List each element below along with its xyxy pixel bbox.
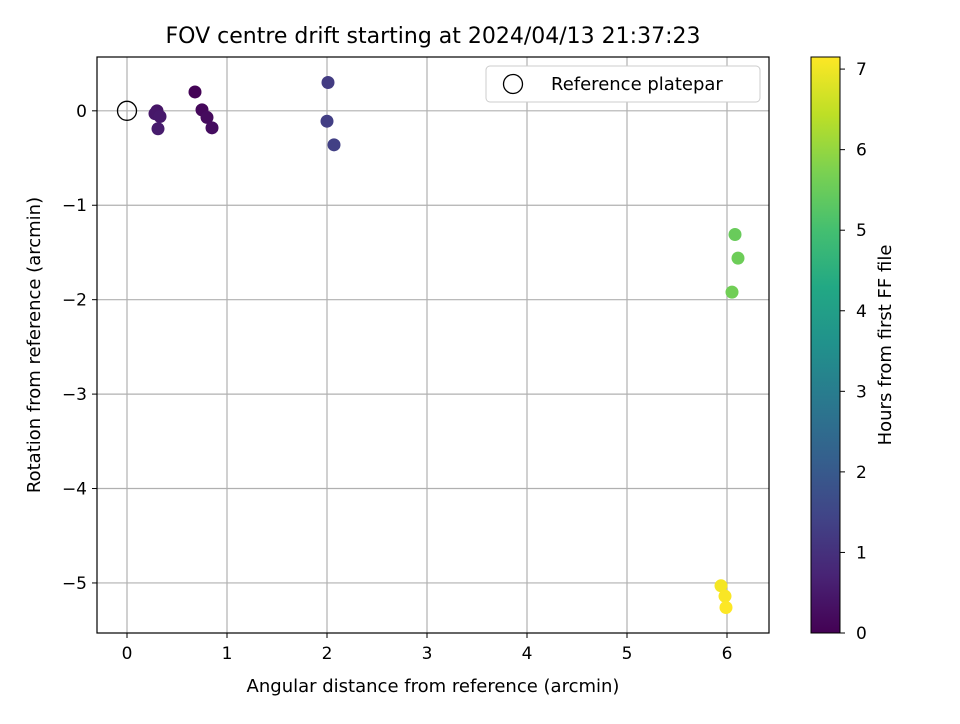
- grid-lines: [97, 57, 769, 633]
- colorbar-tick-label: 2: [856, 463, 867, 483]
- scatter-point: [188, 85, 202, 99]
- scatter-point: [327, 138, 341, 152]
- scatter-point: [714, 579, 728, 593]
- colorbar-label: Hours from first FF file: [875, 245, 896, 446]
- x-tick-label: 2: [322, 644, 333, 664]
- x-axis-ticks: 0 1 2 3 4 5 6: [122, 633, 733, 664]
- scatter-point: [200, 110, 214, 124]
- scatter-point: [728, 228, 742, 242]
- x-tick-label: 6: [722, 644, 733, 664]
- colorbar-tick-label: 0: [856, 624, 867, 644]
- y-tick-label: −5: [62, 574, 87, 594]
- colorbar-tick-label: 4: [856, 302, 867, 322]
- chart-title: FOV centre drift starting at 2024/04/13 …: [166, 24, 701, 49]
- legend-box: [485, 65, 761, 103]
- reference-platepar-marker: [116, 100, 138, 121]
- y-tick-label: −4: [62, 480, 87, 500]
- y-tick-label: 0: [76, 102, 87, 122]
- colorbar-tick-label: 7: [856, 60, 867, 80]
- scatter-point: [320, 114, 334, 128]
- y-tick-label: −2: [62, 291, 87, 311]
- x-tick-label: 0: [122, 644, 133, 664]
- scatter-point: [151, 122, 165, 136]
- legend: Reference platepar: [485, 65, 761, 103]
- legend-label: Reference platepar: [551, 74, 723, 95]
- plot-frame: [96, 56, 770, 634]
- scatter-point: [719, 601, 733, 615]
- x-tick-label: 4: [522, 644, 533, 664]
- scatter-point: [321, 75, 335, 89]
- colorbar-tick-label: 1: [856, 543, 867, 563]
- legend-reference-marker: [502, 73, 524, 95]
- colorbar-tick-label: 6: [856, 141, 867, 161]
- y-axis-label: Rotation from reference (arcmin): [24, 197, 45, 493]
- scatter-point: [731, 251, 745, 265]
- x-tick-label: 5: [622, 644, 633, 664]
- x-tick-label: 1: [222, 644, 233, 664]
- colorbar-tick-label: 5: [856, 221, 867, 241]
- y-tick-label: −1: [62, 196, 87, 216]
- scatter-point: [725, 285, 739, 299]
- y-tick-label: −3: [62, 385, 87, 405]
- scatter-point: [153, 109, 167, 123]
- scatter-point: [205, 121, 219, 135]
- colorbar: [810, 56, 841, 634]
- x-axis-label: Angular distance from reference (arcmin): [247, 676, 620, 697]
- x-tick-label: 3: [422, 644, 433, 664]
- colorbar-tick-label: 3: [856, 382, 867, 402]
- data-points: [116, 75, 745, 615]
- colorbar-ticks: 0 1 2 3 4 5 6 7: [840, 60, 867, 644]
- scatter-point: [718, 589, 732, 603]
- y-axis-ticks: 0 −1 −2 −3 −4 −5: [62, 102, 97, 594]
